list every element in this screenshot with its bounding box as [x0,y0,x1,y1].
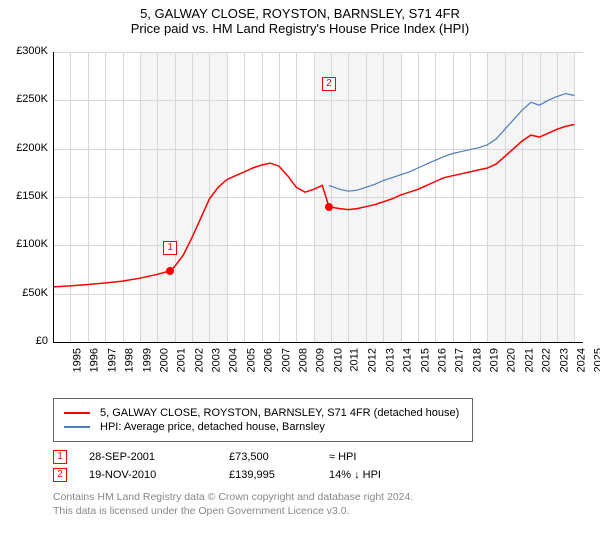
x-axis-label: 1999 [141,348,153,372]
sale-marker-dot [166,267,174,275]
x-axis-label: 2016 [436,348,448,372]
sale-marker-box: 2 [322,77,336,91]
x-axis-label: 1998 [124,348,136,372]
legend-row: 5, GALWAY CLOSE, ROYSTON, BARNSLEY, S71 … [64,407,462,419]
sale-index-box: 2 [53,468,67,482]
x-axis-label: 1996 [89,348,101,372]
x-axis-label: 2004 [228,348,240,372]
x-axis-label: 2025 [593,348,600,372]
chart-subtitle: Price paid vs. HM Land Registry's House … [8,21,592,36]
y-axis-label: £300K [8,45,48,57]
x-axis-label: 2011 [349,348,361,372]
x-axis-label: 2013 [384,348,396,372]
x-axis-label: 2018 [471,348,483,372]
footnote: Contains HM Land Registry data © Crown c… [53,490,592,518]
chart-svg [53,52,583,342]
chart-title: 5, GALWAY CLOSE, ROYSTON, BARNSLEY, S71 … [8,6,592,21]
x-axis-label: 1997 [106,348,118,372]
legend-label: HPI: Average price, detached house, Barn… [100,421,325,433]
sale-vs-hpi: ≈ HPI [329,451,429,463]
x-axis-label: 2022 [541,348,553,372]
legend-label: 5, GALWAY CLOSE, ROYSTON, BARNSLEY, S71 … [100,407,459,419]
footnote-line: Contains HM Land Registry data © Crown c… [53,490,592,504]
legend-row: HPI: Average price, detached house, Barn… [64,421,462,433]
x-axis-label: 2012 [367,348,379,372]
sale-date: 19-NOV-2010 [89,469,229,481]
x-axis-label: 2002 [193,348,205,372]
plot-region: 12 [53,52,583,342]
x-axis-label: 2008 [297,348,309,372]
legend-swatch [64,426,90,428]
sale-vs-hpi: 14% ↓ HPI [329,469,429,481]
sale-price: £73,500 [229,451,329,463]
x-axis-label: 1995 [71,348,83,372]
sale-marker-box: 1 [163,241,177,255]
sale-date: 28-SEP-2001 [89,451,229,463]
legend-swatch [64,412,90,414]
x-axis-label: 2020 [506,348,518,372]
x-axis-label: 2017 [454,348,466,372]
x-axis-label: 2023 [558,348,570,372]
y-axis-label: £200K [8,142,48,154]
x-axis-label: 2024 [575,348,587,372]
sale-marker-dot [325,203,333,211]
y-axis-label: £150K [8,190,48,202]
legend: 5, GALWAY CLOSE, ROYSTON, BARNSLEY, S71 … [53,398,473,442]
x-axis-label: 2005 [245,348,257,372]
x-axis-label: 2001 [176,348,188,372]
sale-index-box: 1 [53,450,67,464]
chart-container: 5, GALWAY CLOSE, ROYSTON, BARNSLEY, S71 … [0,0,600,526]
sales-row: 2 19-NOV-2010£139,99514% ↓ HPI [53,468,592,482]
x-axis-label: 2014 [402,348,414,372]
x-axis-label: 2015 [419,348,431,372]
series-property [53,125,574,287]
x-axis-label: 2019 [489,348,501,372]
y-axis-label: £0 [8,335,48,347]
sale-price: £139,995 [229,469,329,481]
x-axis-label: 2000 [158,348,170,372]
x-axis-label: 2021 [523,348,535,372]
x-axis-label: 2009 [315,348,327,372]
x-axis-label: 2010 [332,348,344,372]
y-axis-label: £50K [8,287,48,299]
y-axis-label: £100K [8,238,48,250]
y-axis-label: £250K [8,93,48,105]
x-axis-label: 2006 [263,348,275,372]
chart-area: 12 £0£50K£100K£150K£200K£250K£300K199519… [8,44,592,394]
x-axis-label: 2007 [280,348,292,372]
sales-row: 1 28-SEP-2001£73,500≈ HPI [53,450,592,464]
x-axis-label: 2003 [211,348,223,372]
footnote-line: This data is licensed under the Open Gov… [53,504,592,518]
sales-table: 1 28-SEP-2001£73,500≈ HPI 2 19-NOV-2010£139… [53,450,592,482]
